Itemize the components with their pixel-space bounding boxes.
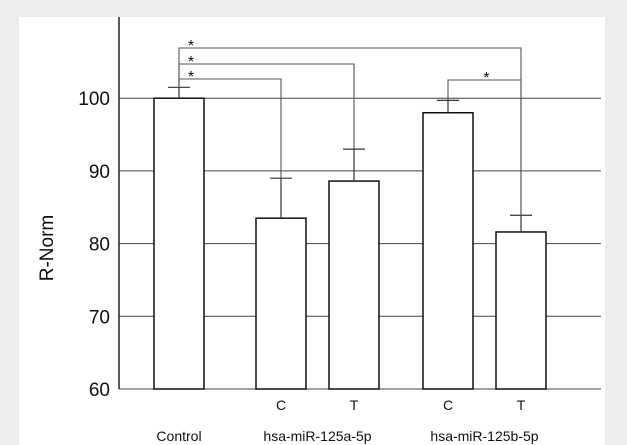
significance-star-3: *: [483, 70, 489, 87]
significance-bracket-2: [178, 78, 282, 179]
bar-1: [255, 217, 307, 390]
group-label-1: hsa-miR-125b-5p: [430, 428, 538, 444]
group-label-0: hsa-miR-125a-5p: [263, 428, 371, 444]
significance-bracket-3: [447, 79, 522, 216]
bar-3: [422, 111, 474, 390]
x-label-1: C: [276, 397, 286, 413]
x-label-3: C: [443, 397, 453, 413]
y-tick-label: 100: [78, 89, 110, 110]
x-label-4: T: [517, 397, 526, 413]
y-tick-label: 70: [89, 307, 110, 328]
significance-bracket-1: [178, 63, 355, 150]
y-tick-label: 80: [89, 235, 110, 256]
significance-star-0: *: [188, 38, 194, 55]
x-label-0: Control: [156, 428, 201, 444]
bar-0: [153, 97, 205, 390]
bar-2: [328, 180, 380, 390]
significance-star-1: *: [188, 54, 194, 71]
y-tick-label: 90: [89, 162, 110, 183]
bar-4: [495, 231, 547, 390]
y-tick-label: 60: [89, 380, 110, 401]
x-label-2: T: [350, 397, 359, 413]
significance-star-2: *: [188, 69, 194, 86]
y-axis-title: R-Norm: [37, 215, 58, 282]
